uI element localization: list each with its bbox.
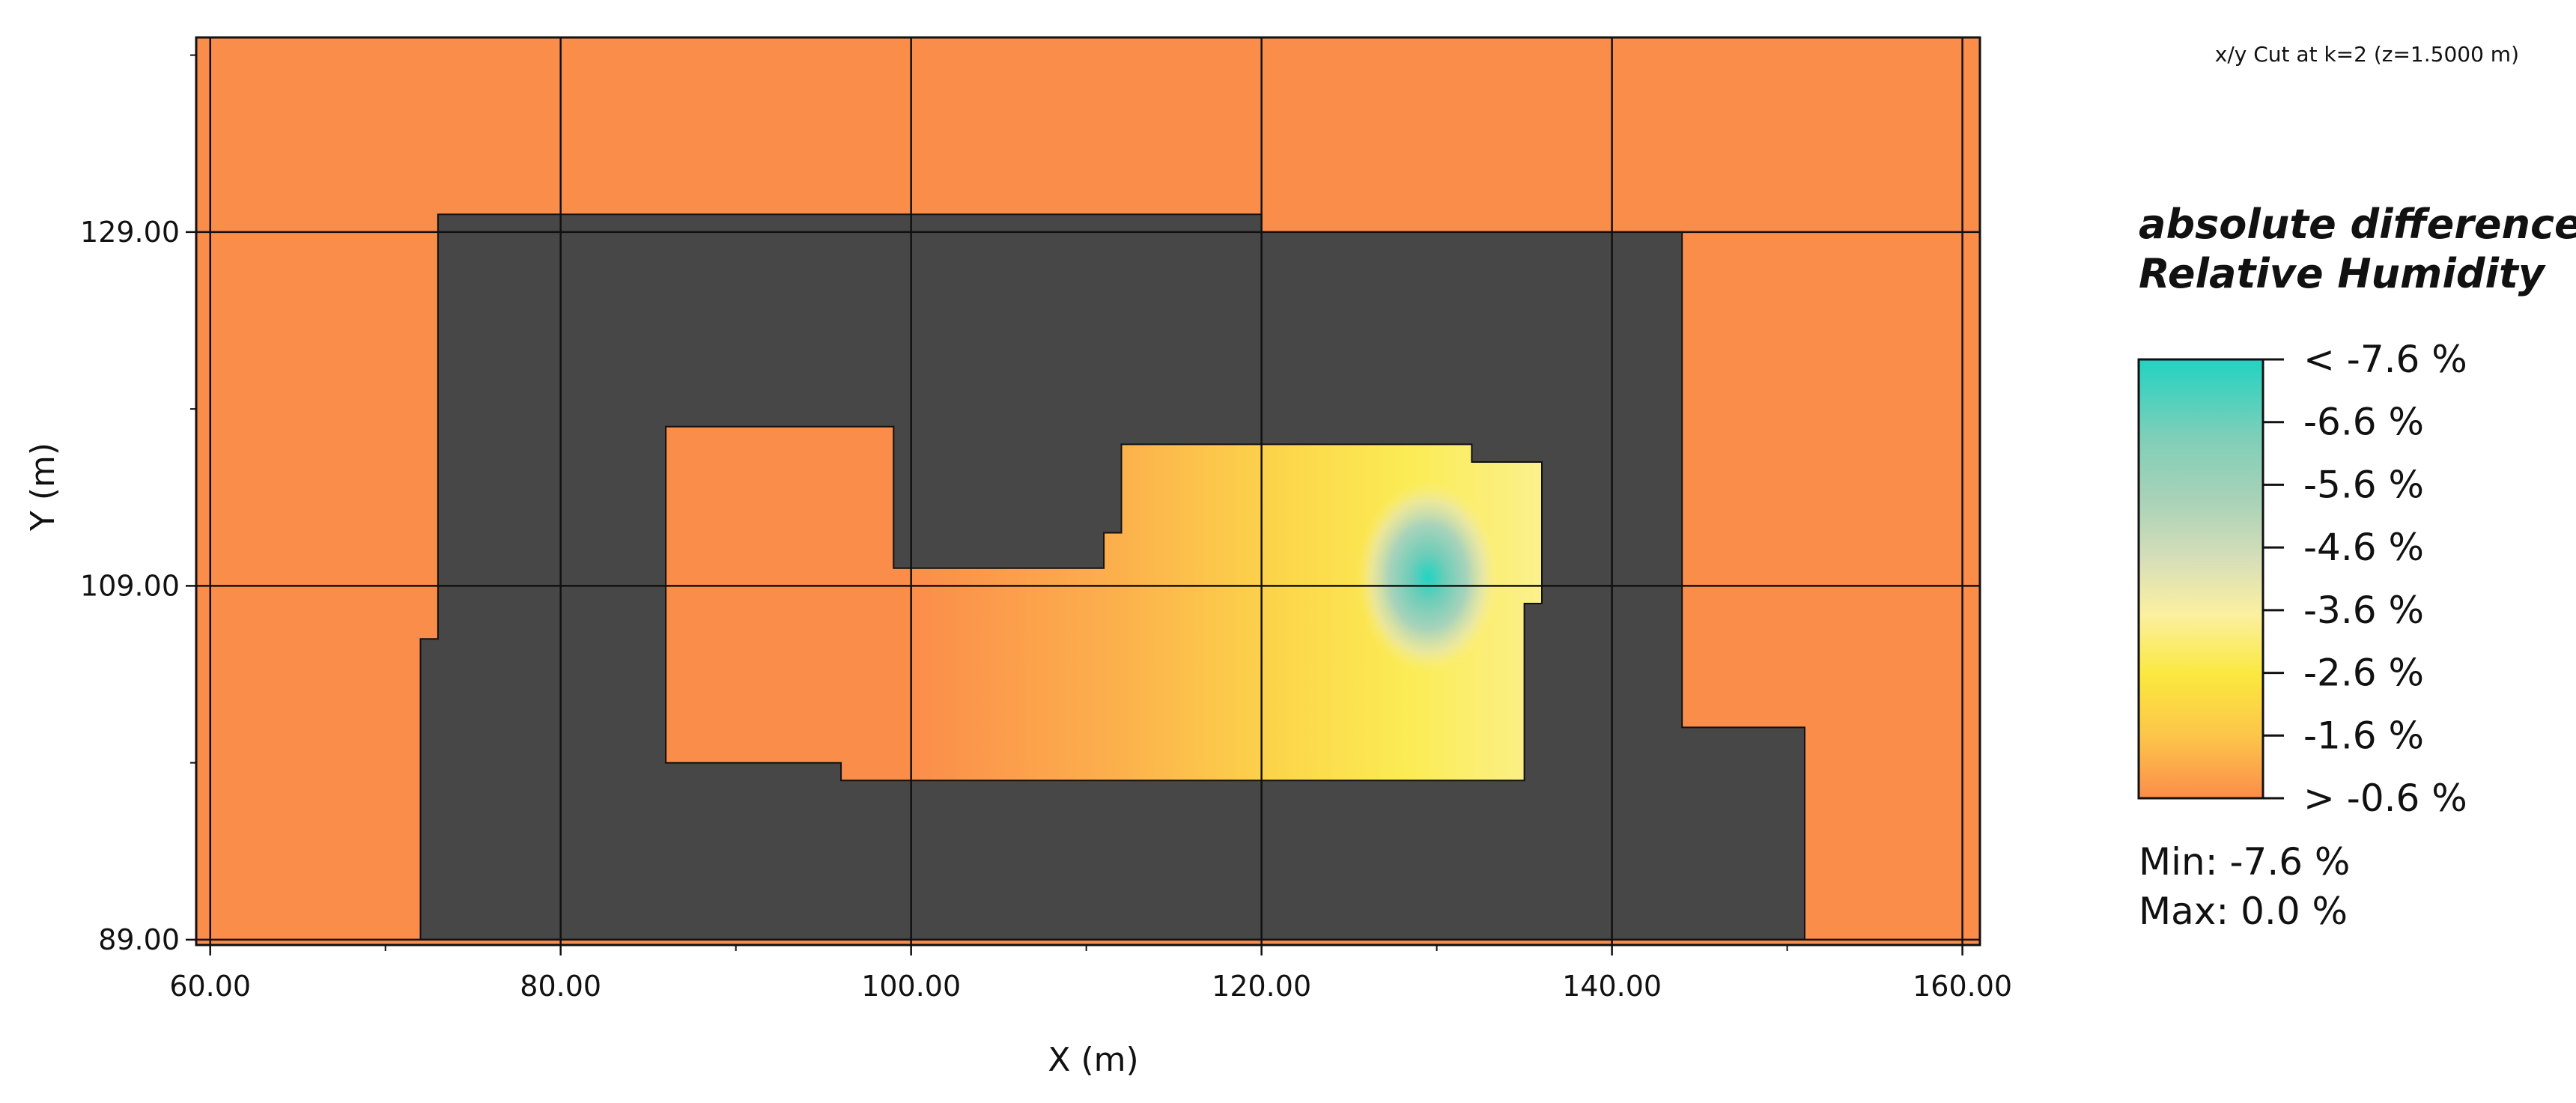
courtyard-outline [665, 425, 1543, 782]
legend-title-line-2: Relative Humidity [2139, 250, 2547, 297]
x-tick-label: 140.00 [1562, 970, 1662, 1003]
legend: absolute difference Relative Humidity < … [2137, 201, 2576, 933]
legend-tick-label: < -7.6 % [2303, 338, 2467, 381]
y-axis-ticks: 89.00 109.00 129.00 [80, 54, 196, 956]
min-value-label: Min: -7.6 % [2139, 840, 2350, 884]
legend-title-line-1: absolute difference [2139, 201, 2576, 248]
legend-tick-label: -3.6 % [2303, 589, 2424, 632]
grid-lines [196, 37, 1980, 945]
legend-tick-label: -6.6 % [2303, 401, 2424, 444]
legend-tick-label: > -0.6 % [2303, 777, 2467, 820]
x-tick-label: 80.00 [520, 970, 601, 1003]
cut-subtitle: x/y Cut at k=2 (z=1.5000 m) [2215, 42, 2519, 67]
y-axis-label: Y (m) [24, 443, 62, 532]
x-tick-label: 120.00 [1212, 970, 1311, 1003]
y-tick-label: 129.00 [80, 216, 180, 249]
x-axis-ticks: 60.00 80.00 100.00 120.00 140.00 160.00 [169, 945, 2012, 1003]
legend-tick-label: -4.6 % [2303, 526, 2424, 569]
plot-area [196, 37, 1980, 945]
legend-tick-label: -5.6 % [2303, 463, 2424, 506]
x-axis-label: X (m) [1048, 1041, 1138, 1079]
courtyard-field [665, 425, 1543, 782]
legend-tick-label: -1.6 % [2303, 714, 2424, 757]
x-tick-label: 100.00 [861, 970, 961, 1003]
courtyard-base [666, 426, 1542, 781]
legend-tick-label: -2.6 % [2303, 651, 2424, 695]
plot-frame [195, 36, 1981, 946]
y-tick-label: 89.00 [98, 923, 180, 956]
legend-ticks: < -7.6 % -6.6 % -5.6 % -4.6 % -3.6 % -2.6 % -1… [2263, 338, 2467, 820]
legend-colorbar [2137, 358, 2264, 800]
max-value-label: Max: 0.0 % [2139, 890, 2348, 933]
x-tick-label: 160.00 [1913, 970, 2012, 1003]
y-tick-label: 109.00 [80, 569, 180, 602]
x-tick-label: 60.00 [169, 970, 251, 1003]
humidity-hotspot [1356, 481, 1499, 673]
